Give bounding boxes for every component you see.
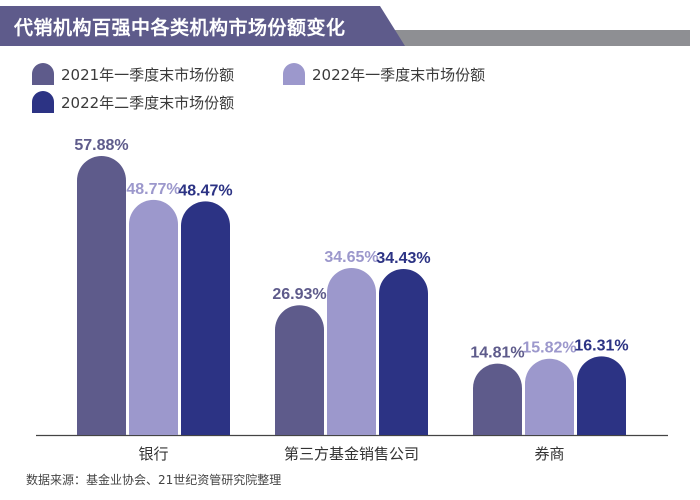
bar-0-0: [77, 156, 126, 435]
legend-label-2022q1: 2022年一季度末市场份额: [312, 65, 486, 84]
title-banner: [0, 6, 405, 46]
data-label-1-0: 26.93%: [272, 286, 326, 303]
legend-label-2022q2: 2022年二季度末市场份额: [61, 93, 235, 112]
bar-1-2: [379, 269, 428, 435]
data-label-2-0: 14.81%: [470, 345, 524, 362]
bar-0-1: [129, 199, 178, 435]
legend-swatch-2022q1: [283, 63, 305, 85]
bar-1-1: [327, 267, 376, 435]
legend-item-2022q2: 2022年二季度末市场份额: [32, 91, 234, 113]
category-label-1: 第三方基金销售公司: [284, 445, 419, 463]
data-label-2-1: 15.82%: [522, 340, 576, 357]
bar-0-2: [181, 201, 230, 435]
category-label-0: 银行: [138, 445, 168, 463]
legend-label-2021q1: 2021年一季度末市场份额: [61, 65, 235, 84]
legend-swatch-2022q2: [32, 91, 54, 113]
source-note: 数据来源：基金业协会、21世纪资管研究院整理: [26, 473, 282, 487]
data-label-1-1: 34.65%: [324, 249, 378, 266]
bar-2-1: [525, 358, 574, 435]
data-label-0-1: 48.77%: [126, 181, 180, 198]
bar-2-0: [473, 363, 522, 435]
data-label-2-2: 16.31%: [574, 337, 628, 354]
legend-item-2022q1: 2022年一季度末市场份额: [283, 63, 485, 85]
bar-2-2: [577, 356, 626, 435]
legend-item-2021q1: 2021年一季度末市场份额: [32, 63, 234, 85]
data-label-1-2: 34.43%: [376, 250, 430, 267]
category-label-2: 券商: [534, 445, 564, 463]
data-label-0-0: 57.88%: [74, 137, 128, 154]
chart-title: 代销机构百强中各类机构市场份额变化: [14, 17, 346, 39]
legend-swatch-2021q1: [32, 63, 54, 85]
bar-1-0: [275, 305, 324, 435]
data-label-0-2: 48.47%: [178, 182, 232, 199]
